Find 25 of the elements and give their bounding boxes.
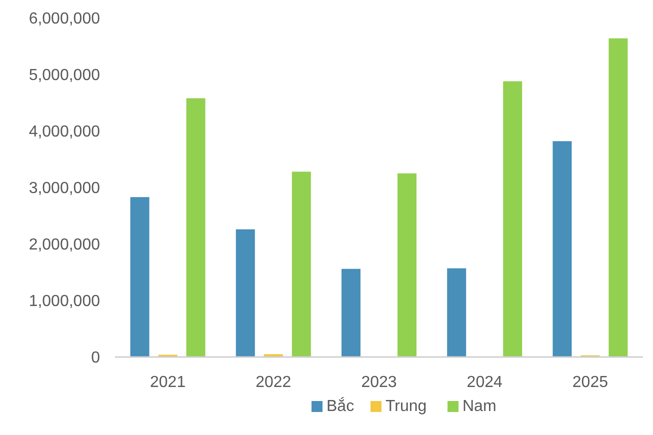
x-tick-label: 2025 [572,374,608,391]
bar [292,172,311,357]
y-tick-label: 4,000,000 [28,124,100,141]
legend-label: Nam [462,398,496,415]
bar [447,268,466,357]
y-tick-label: 3,000,000 [28,180,100,198]
x-tick-label: 2023 [361,374,397,391]
bar [503,81,522,357]
bar [186,98,206,357]
y-tick-label: 1,000,000 [28,293,100,310]
bar [342,268,360,357]
bar [552,141,572,357]
y-tick-label: 0 [91,350,100,367]
bar [608,38,628,357]
legend-label: Bắc [326,397,354,415]
y-tick-label: 6,000,000 [28,10,100,28]
x-tick-label: 2024 [466,374,502,391]
x-tick-label: 2021 [150,374,186,391]
y-tick-label: 2,000,000 [28,236,100,254]
x-tick-label: 2022 [256,374,292,391]
bar [398,173,416,357]
bar [130,197,150,357]
bar [236,229,255,357]
y-tick-label: 5,000,000 [28,67,100,84]
legend-label: Trung [386,398,427,415]
